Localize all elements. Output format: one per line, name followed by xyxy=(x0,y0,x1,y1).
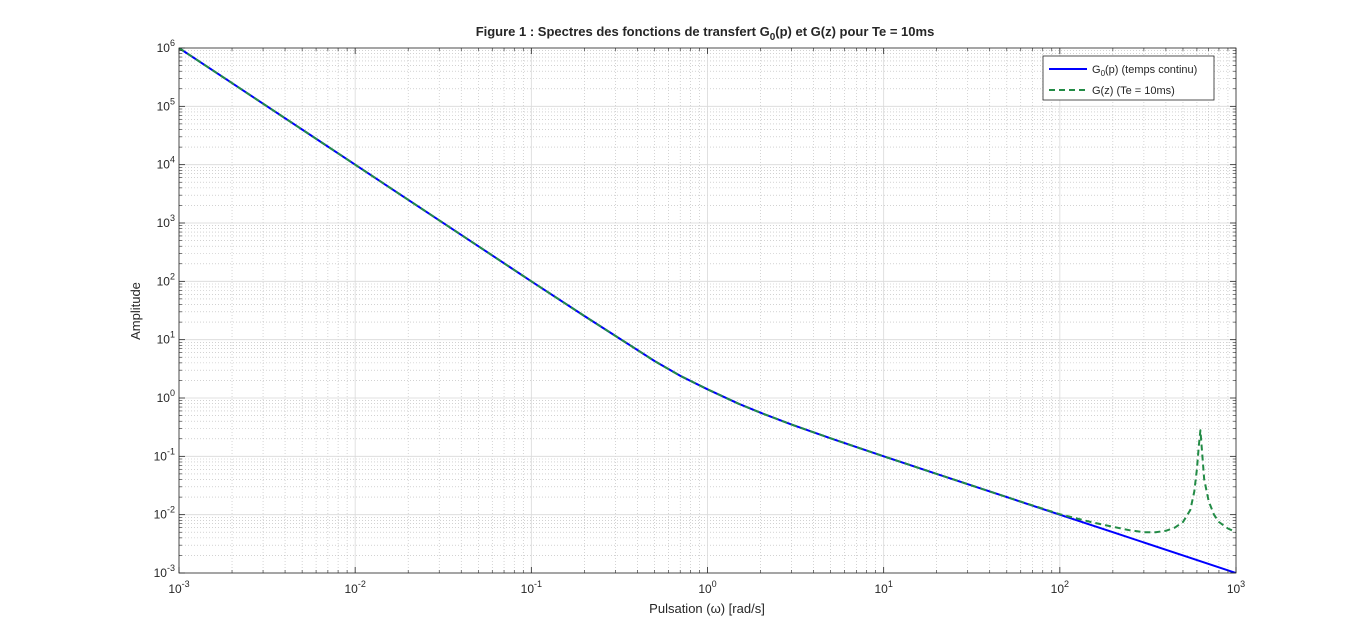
y-tick-label-exp: 5 xyxy=(170,96,175,106)
y-tick-label: 10-2 xyxy=(154,505,175,522)
y-tick-label-base: 10 xyxy=(154,508,168,522)
y-tick-label: 101 xyxy=(157,330,175,347)
x-tick-label: 10-3 xyxy=(168,579,189,596)
plot-frame xyxy=(178,47,1237,574)
y-tick-label-base: 10 xyxy=(157,333,171,347)
y-tick-label-exp: 2 xyxy=(170,271,175,281)
y-tick-label-base: 10 xyxy=(157,391,171,405)
x-tick-label-exp: -1 xyxy=(534,579,542,589)
legend-label-series-1: G0(p) (temps continu) xyxy=(1092,64,1197,78)
legend-label-series-2-main: G(z) (Te = 10ms) xyxy=(1092,85,1175,97)
y-tick-label-exp: 6 xyxy=(170,38,175,48)
legend-label-series-1-sub: 0 xyxy=(1101,69,1106,78)
y-tick-label-exp: -2 xyxy=(167,505,175,515)
y-tick-label-base: 10 xyxy=(154,449,168,463)
y-tick-label-exp: 4 xyxy=(170,155,175,165)
legend-label-series-2: G(z) (Te = 10ms) xyxy=(1092,85,1175,97)
x-tick-label: 10-1 xyxy=(521,579,542,596)
x-axis-label: Pulsation (ω) [rad/s] xyxy=(649,601,765,616)
legend: G0(p) (temps continu) G(z) (Te = 10ms) xyxy=(1042,55,1215,101)
y-tick-label-base: 10 xyxy=(154,566,168,580)
y-tick-label: 103 xyxy=(157,213,175,230)
x-tick-label-base: 10 xyxy=(1227,582,1241,596)
y-tick-label: 106 xyxy=(157,38,175,55)
x-tick-label-exp: 0 xyxy=(712,579,717,589)
chart-title-main: Figure 1 : Spectres des fonctions de tra… xyxy=(476,24,770,39)
y-tick-label-exp: -3 xyxy=(167,563,175,573)
legend-label-series-1-rest: (p) (temps continu) xyxy=(1105,64,1197,76)
y-tick-label: 102 xyxy=(157,271,175,288)
y-tick-label: 104 xyxy=(157,155,175,172)
x-tick-label-exp: 2 xyxy=(1064,579,1069,589)
legend-box xyxy=(1042,55,1215,101)
x-tick-label-exp: -2 xyxy=(358,579,366,589)
x-tick-label-exp: 1 xyxy=(888,579,893,589)
chart-title-sub: 0 xyxy=(770,32,776,43)
y-tick-label: 10-3 xyxy=(154,563,175,580)
x-tick-label-exp: 3 xyxy=(1240,579,1245,589)
y-tick-label-base: 10 xyxy=(157,274,171,288)
chart-title: Figure 1 : Spectres des fonctions de tra… xyxy=(476,24,935,43)
y-tick-label-base: 10 xyxy=(157,216,171,230)
y-tick-label-base: 10 xyxy=(157,41,171,55)
x-tick-label-base: 10 xyxy=(344,582,358,596)
x-tick-label-base: 10 xyxy=(1051,582,1065,596)
x-tick-label-base: 10 xyxy=(168,582,182,596)
x-tick-label: 101 xyxy=(874,579,892,596)
y-tick-label: 100 xyxy=(157,388,175,405)
y-tick-label-exp: 3 xyxy=(170,213,175,223)
x-tick-label: 102 xyxy=(1051,579,1069,596)
y-axis-label: Amplitude xyxy=(128,282,143,340)
x-tick-label: 100 xyxy=(698,579,716,596)
x-tick-label-exp: -3 xyxy=(182,579,190,589)
x-tick-labels: 10-3 10-2 10-1 100 101 102 103 xyxy=(168,579,1245,596)
legend-label-series-1-main: G xyxy=(1092,64,1101,76)
y-tick-label: 105 xyxy=(157,96,175,113)
chart-title-rest: (p) et G(z) pour Te = 10ms xyxy=(775,24,934,39)
y-tick-label-base: 10 xyxy=(157,99,171,113)
x-tick-label: 10-2 xyxy=(344,579,365,596)
y-tick-label-exp: 0 xyxy=(170,388,175,398)
y-tick-label-exp: 1 xyxy=(170,330,175,340)
x-tick-label-base: 10 xyxy=(521,582,535,596)
y-tick-label-exp: -1 xyxy=(167,446,175,456)
y-tick-label-base: 10 xyxy=(157,158,171,172)
series-line-2 xyxy=(179,48,1236,534)
series-layer xyxy=(179,48,1236,573)
x-tick-label-base: 10 xyxy=(874,582,888,596)
x-tick-label: 103 xyxy=(1227,579,1245,596)
x-tick-label-base: 10 xyxy=(698,582,712,596)
y-tick-label: 10-1 xyxy=(154,446,175,463)
